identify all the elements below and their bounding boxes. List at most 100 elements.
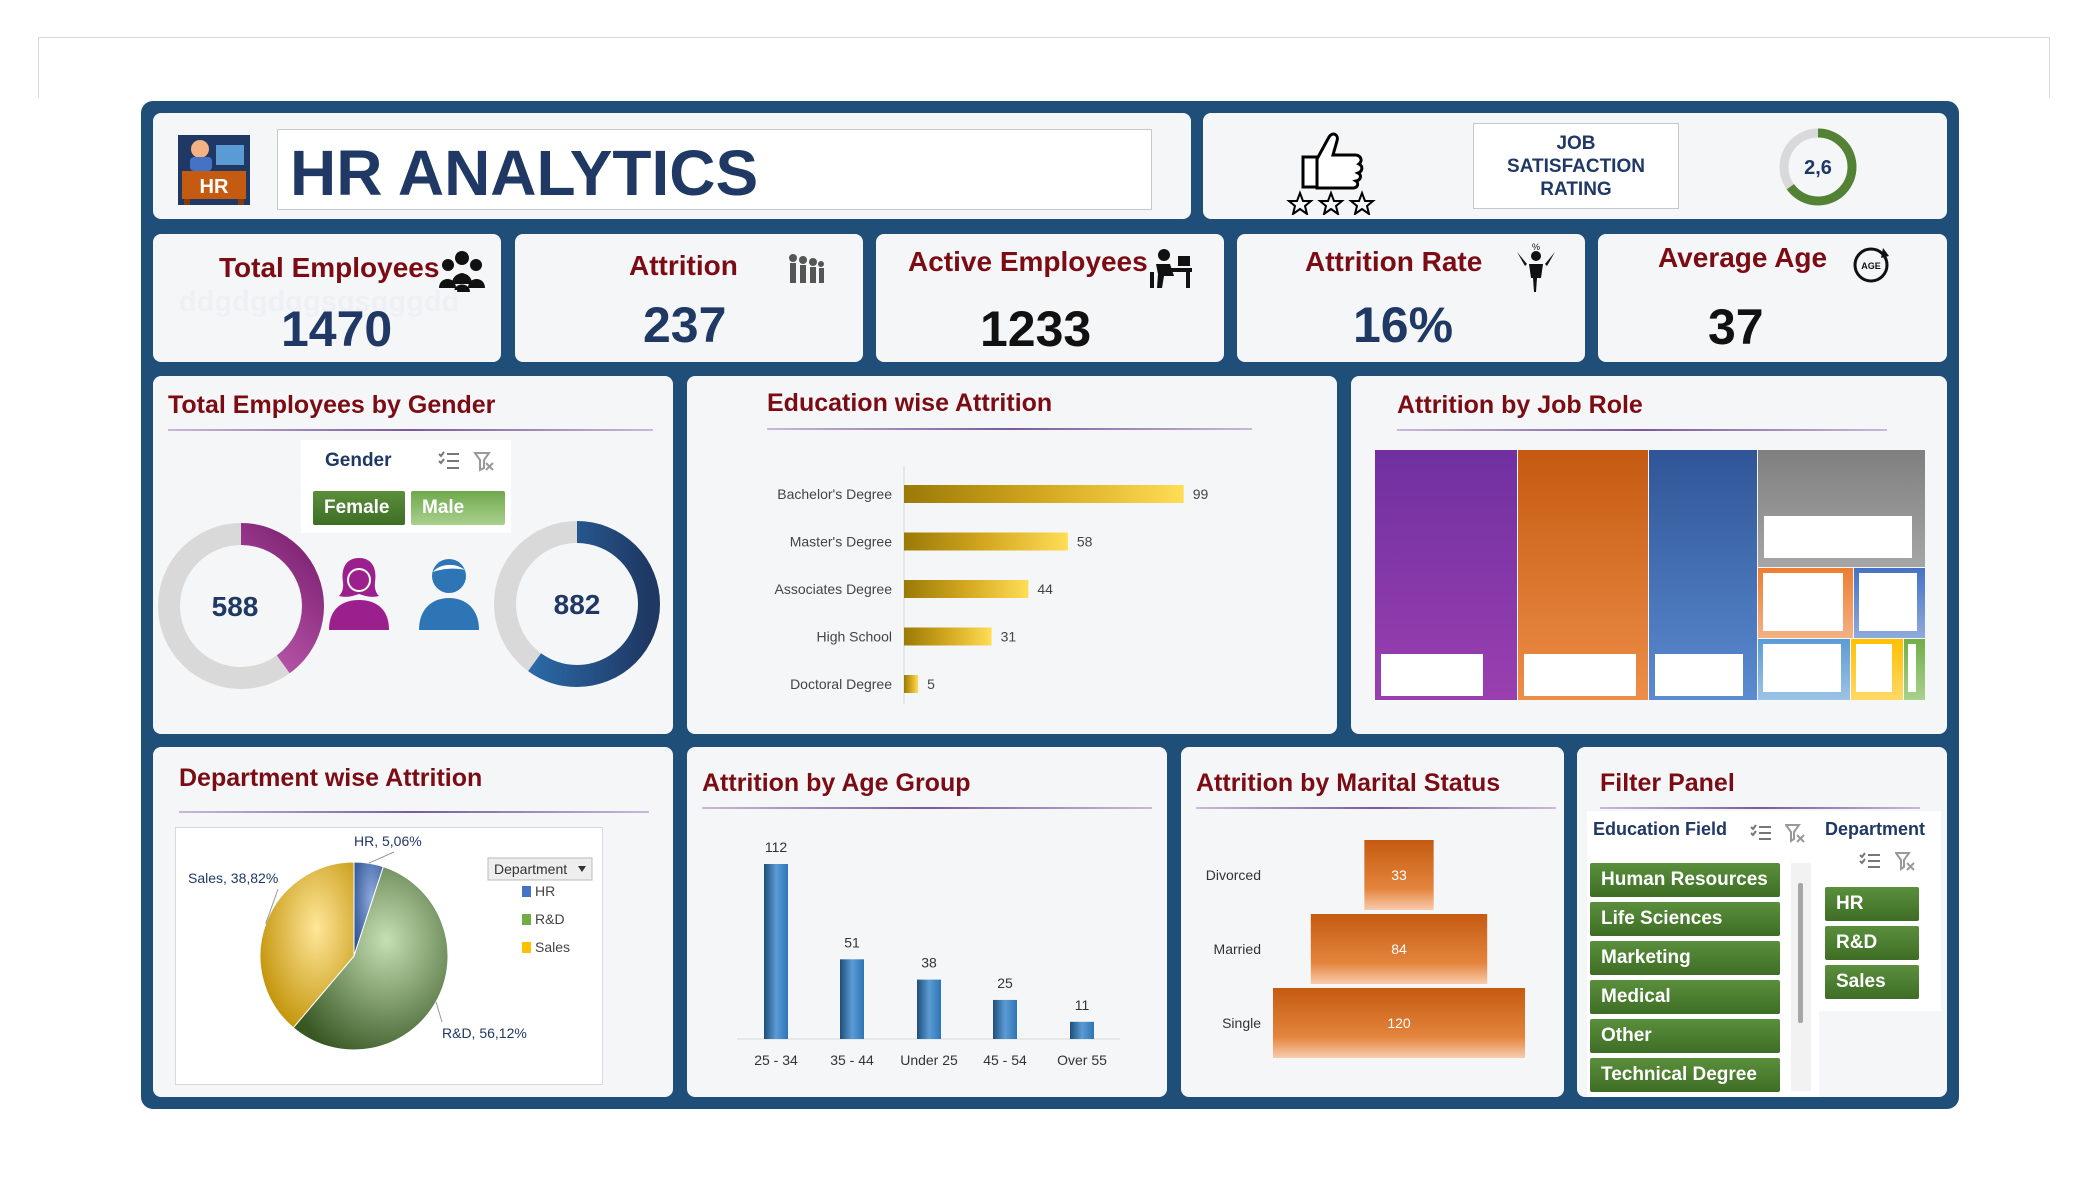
department-slicer-rd[interactable]: R&D: [1825, 926, 1919, 960]
agegroup-value-label: 25: [997, 975, 1013, 991]
agegroup-category-label: 35 - 44: [830, 1052, 874, 1068]
jobrole-tile-label-box: [1908, 644, 1916, 692]
people-leaving-icon: [787, 252, 825, 286]
male-person-icon: [415, 554, 483, 630]
department-slicer-sales[interactable]: Sales: [1825, 965, 1919, 999]
agegroup-bar: [764, 864, 788, 1039]
department-legend-item: HR: [535, 883, 555, 899]
education-bar: [904, 675, 919, 693]
education-category-label: Master's Degree: [790, 534, 892, 550]
department-card: Department wise Attrition HR, 5,06% R&D, …: [153, 747, 673, 1097]
agegroup-value-label: 38: [921, 955, 937, 971]
kpi-total-employees-overlay: ddgdgdggsgsgggdd: [179, 286, 460, 318]
agegroup-category-label: Under 25: [900, 1052, 958, 1068]
education-field-life-sciences[interactable]: Life Sciences: [1590, 902, 1780, 936]
department-pie-label: Sales, 38,82%: [188, 870, 278, 886]
department-pie-leader-line: [265, 888, 279, 924]
header-card: HR HR ANALYTICS: [153, 113, 1191, 219]
jobrole-title: Attrition by Job Role: [1397, 391, 1643, 419]
department-legend-dropdown[interactable]: [487, 857, 593, 881]
page-title: HR ANALYTICS: [290, 137, 759, 209]
department-slicer-hr[interactable]: HR: [1825, 887, 1919, 921]
multi-select-icon[interactable]: [437, 450, 461, 472]
education-title-underline: [767, 428, 1252, 430]
kpi-attrition-rate-value: 16%: [1353, 297, 1454, 353]
education-bar: [904, 532, 1068, 551]
marital-bar: [1310, 914, 1488, 984]
age-icon: AGE: [1851, 244, 1893, 284]
kpi-attrition-rate-label: Attrition Rate: [1305, 246, 1483, 277]
education-category-label: Doctoral Degree: [790, 676, 892, 692]
filter-title-underline: [1600, 807, 1920, 809]
education-bar: [904, 485, 1184, 503]
education-bar-chart: Bachelor's Degree 99 Master's Degree 58 Asso…: [774, 466, 1209, 704]
gender-slicer-female[interactable]: Female: [313, 491, 405, 525]
education-value-label: 99: [1193, 486, 1209, 502]
education-field-human-resources[interactable]: Human Resources: [1590, 863, 1780, 897]
education-field-scrollbar[interactable]: [1791, 863, 1811, 1091]
education-field-technical-degree[interactable]: Technical Degree: [1590, 1058, 1780, 1092]
agegroup-bar: [917, 979, 941, 1039]
jobrole-tile: [1649, 450, 1757, 700]
jobrole-tile-label-box: [1524, 654, 1636, 696]
hr-logo-icon: HR: [178, 135, 250, 205]
department-pie-label: R&D, 56,12%: [442, 1025, 527, 1041]
department-legend-title: Department: [494, 861, 567, 877]
marital-value-label: 33: [1391, 867, 1407, 883]
education-value-label: 5: [927, 676, 935, 692]
department-legend-swatch: [522, 886, 531, 897]
filter-panel: Filter Panel Education Field Human Resou…: [1577, 747, 1947, 1097]
male-value: 882: [554, 589, 601, 620]
clear-filter-icon[interactable]: [1894, 851, 1915, 871]
marital-category-label: Divorced: [1206, 867, 1261, 883]
kpi-attrition: Attrition 237: [515, 234, 863, 362]
department-pie-chart: HR, 5,06% R&D, 56,12% Sales, 38,82% Depart…: [188, 833, 593, 1051]
employee-at-desk-icon: [1148, 248, 1194, 290]
jobrole-tile-label-box: [1859, 573, 1917, 631]
marital-bar-chart: 33 Divorced 84 Married 120 Single: [1206, 840, 1525, 1058]
jobrole-tile: [1518, 450, 1648, 700]
female-person-icon: [325, 554, 393, 630]
agegroup-card: Attrition by Age Group 112 25 - 34 51 35 - …: [687, 747, 1167, 1097]
jobrole-tile: [1854, 568, 1925, 638]
job-satisfaction-label-line1: JOB: [1556, 133, 1596, 154]
agegroup-title: Attrition by Age Group: [702, 769, 971, 797]
job-satisfaction-label-line2: SATISFACTION: [1507, 156, 1645, 177]
marital-bar: [1364, 840, 1434, 910]
female-donut: 588: [158, 523, 324, 689]
jobrole-tile: [1904, 639, 1925, 700]
marital-title: Attrition by Marital Status: [1196, 769, 1501, 797]
gender-slicer-male[interactable]: Male: [411, 491, 505, 525]
education-field-marketing[interactable]: Marketing: [1590, 941, 1780, 975]
dashboard-board: HR HR ANALYTICS JOB SATISFACTION RATING: [141, 101, 1959, 1109]
kpi-attrition-label: Attrition: [629, 250, 738, 281]
filter-title: Filter Panel: [1600, 769, 1735, 797]
kpi-attrition-rate: Attrition Rate % 16%: [1237, 234, 1585, 362]
education-field-scrollbar-thumb[interactable]: [1798, 883, 1803, 1023]
jobrole-tile: [1758, 639, 1850, 700]
marital-category-label: Married: [1214, 941, 1261, 957]
jobrole-tile-label-box: [1381, 654, 1483, 696]
agegroup-bar-chart: 112 25 - 34 51 35 - 44 38 Under 25 25 45 - 54 11…: [737, 839, 1120, 1068]
gender-slicer-title: Gender: [325, 450, 392, 471]
kpi-average-age-label: Average Age: [1658, 242, 1828, 273]
kpi-average-age: Average Age AGE 37: [1598, 234, 1947, 362]
clear-filter-icon[interactable]: [1784, 823, 1805, 843]
jobrole-tile: [1758, 450, 1925, 567]
agegroup-category-label: 45 - 54: [983, 1052, 1027, 1068]
thumbs-up-stars-icon: [1285, 125, 1377, 217]
multi-select-icon[interactable]: [1859, 851, 1881, 871]
multi-select-icon[interactable]: [1750, 823, 1772, 843]
kpi-total-employees: Total Employees ddgdgdggsgsgggdd 1470: [153, 234, 501, 362]
jobrole-title-underline: [1397, 429, 1887, 431]
jobrole-tile: [1851, 639, 1903, 700]
kpi-average-age-value: 37: [1708, 299, 1764, 355]
department-slicer: Department HR R&D Sales: [1819, 811, 1941, 1011]
education-field-other[interactable]: Other: [1590, 1019, 1780, 1053]
title-box: HR ANALYTICS: [277, 129, 1152, 210]
department-chart-area: HR, 5,06% R&D, 56,12% Sales, 38,82% Depart…: [175, 827, 603, 1085]
clear-filter-icon[interactable]: [473, 450, 495, 472]
education-category-label: High School: [817, 629, 893, 645]
education-field-medical[interactable]: Medical: [1590, 980, 1780, 1014]
jobrole-treemap: [1375, 450, 1925, 700]
